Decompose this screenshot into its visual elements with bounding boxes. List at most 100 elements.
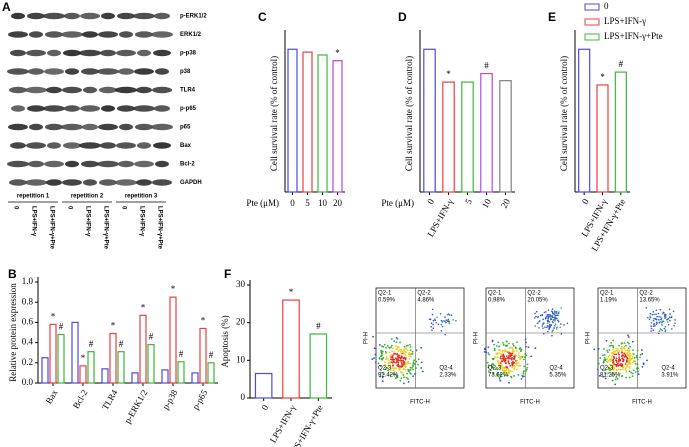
blot-band bbox=[29, 31, 43, 38]
bar bbox=[578, 48, 591, 193]
flow-dot bbox=[510, 353, 513, 355]
flow-dot bbox=[618, 344, 620, 347]
flow-dot bbox=[610, 374, 613, 376]
x-tick-label: 20 bbox=[333, 198, 343, 208]
repetition-label: repetition 1 bbox=[17, 194, 50, 200]
flow-dot bbox=[394, 367, 397, 370]
flow-dot bbox=[405, 351, 408, 354]
flow-dot bbox=[510, 346, 512, 349]
flow-dot bbox=[510, 358, 513, 361]
flow-dot bbox=[639, 353, 642, 356]
flow-dot bbox=[662, 312, 664, 315]
flow-dot bbox=[403, 356, 406, 359]
flow-dot bbox=[379, 375, 382, 378]
significance-marker: * bbox=[141, 302, 146, 312]
flow-dot bbox=[632, 360, 635, 362]
flow-dot bbox=[524, 356, 526, 358]
flow-dot bbox=[539, 314, 542, 317]
flow-dot bbox=[516, 341, 518, 344]
flow-dot bbox=[399, 365, 402, 368]
flow-dot bbox=[628, 349, 631, 352]
flow-dot bbox=[658, 322, 661, 324]
flow-dot bbox=[384, 368, 387, 371]
blot-band bbox=[7, 160, 29, 168]
lane-label: LPS+IFN-γ bbox=[30, 206, 36, 237]
blot-band bbox=[97, 160, 119, 168]
flow-dot bbox=[635, 356, 638, 359]
flow-dot bbox=[510, 375, 512, 378]
flow-dot bbox=[502, 357, 504, 360]
flow-dot bbox=[505, 368, 508, 371]
quadrant-name: Q2-1 bbox=[378, 291, 392, 297]
flow-dot bbox=[605, 339, 608, 342]
flow-dot bbox=[499, 379, 502, 382]
flow-dot bbox=[382, 357, 385, 359]
flow-dot bbox=[544, 326, 546, 328]
blot-band bbox=[154, 12, 170, 20]
flow-dot bbox=[664, 329, 667, 331]
flow-dot bbox=[653, 323, 655, 326]
bar bbox=[423, 48, 436, 193]
flow-dot bbox=[654, 317, 657, 320]
flow-dot bbox=[656, 315, 658, 318]
lane-label: LPS+IFN-γ bbox=[84, 206, 90, 237]
flow-dot bbox=[402, 352, 405, 355]
flow-dot bbox=[499, 364, 502, 367]
flow-dot bbox=[497, 341, 500, 344]
flow-dot bbox=[409, 343, 411, 346]
flow-dot bbox=[626, 365, 628, 368]
flow-dot bbox=[667, 321, 669, 323]
flow-dot bbox=[431, 313, 434, 316]
flow-dot bbox=[641, 352, 644, 355]
flow-dot bbox=[516, 359, 519, 362]
x-tick-label: 0 bbox=[290, 198, 295, 208]
flow-dot bbox=[631, 340, 634, 343]
flow-dot bbox=[628, 367, 631, 369]
panel-label: A bbox=[2, 0, 11, 14]
flow-dot bbox=[430, 325, 432, 328]
flow-dot bbox=[618, 356, 621, 358]
significance-marker: * bbox=[111, 321, 116, 331]
blot-band bbox=[152, 86, 172, 94]
flow-dot bbox=[405, 363, 408, 365]
flow-dot bbox=[372, 335, 374, 338]
flow-dot bbox=[652, 319, 655, 322]
flow-dot bbox=[400, 359, 402, 362]
flow-dot bbox=[621, 351, 623, 354]
blot-label: Bax bbox=[180, 143, 192, 149]
flow-dot bbox=[504, 357, 507, 360]
flow-dot bbox=[502, 342, 504, 344]
flow-dot bbox=[521, 375, 524, 378]
flow-dot bbox=[627, 334, 629, 337]
flow-dot bbox=[624, 363, 627, 365]
flow-dot bbox=[440, 323, 443, 326]
flow-dot bbox=[543, 332, 545, 335]
blot-band bbox=[46, 179, 62, 186]
blot-band bbox=[65, 68, 79, 75]
flow-dot bbox=[389, 361, 391, 364]
flow-dot bbox=[620, 345, 623, 348]
flow-dot bbox=[390, 346, 392, 349]
flow-dot bbox=[512, 360, 514, 363]
flow-dot bbox=[557, 320, 560, 323]
flow-dot bbox=[556, 314, 559, 316]
flow-dot bbox=[506, 366, 508, 369]
flow-dot bbox=[405, 345, 408, 347]
bar bbox=[317, 54, 328, 193]
flow-dot bbox=[659, 328, 662, 330]
flow-dot bbox=[513, 361, 516, 364]
flow-dot bbox=[601, 354, 604, 357]
blot-band bbox=[8, 123, 28, 131]
flow-dot bbox=[484, 347, 486, 350]
flow-dot bbox=[542, 327, 544, 329]
flow-dot bbox=[650, 322, 653, 324]
significance-marker: # bbox=[149, 332, 154, 342]
significance-marker: # bbox=[209, 350, 214, 360]
flow-dot bbox=[526, 363, 529, 366]
x-tick-label: 5 bbox=[305, 198, 310, 208]
quadrant-name: Q2-2 bbox=[639, 291, 653, 297]
flow-dot bbox=[393, 340, 396, 343]
flow-dot bbox=[404, 354, 407, 356]
flow-dot bbox=[439, 312, 442, 315]
flow-dot bbox=[447, 318, 450, 321]
